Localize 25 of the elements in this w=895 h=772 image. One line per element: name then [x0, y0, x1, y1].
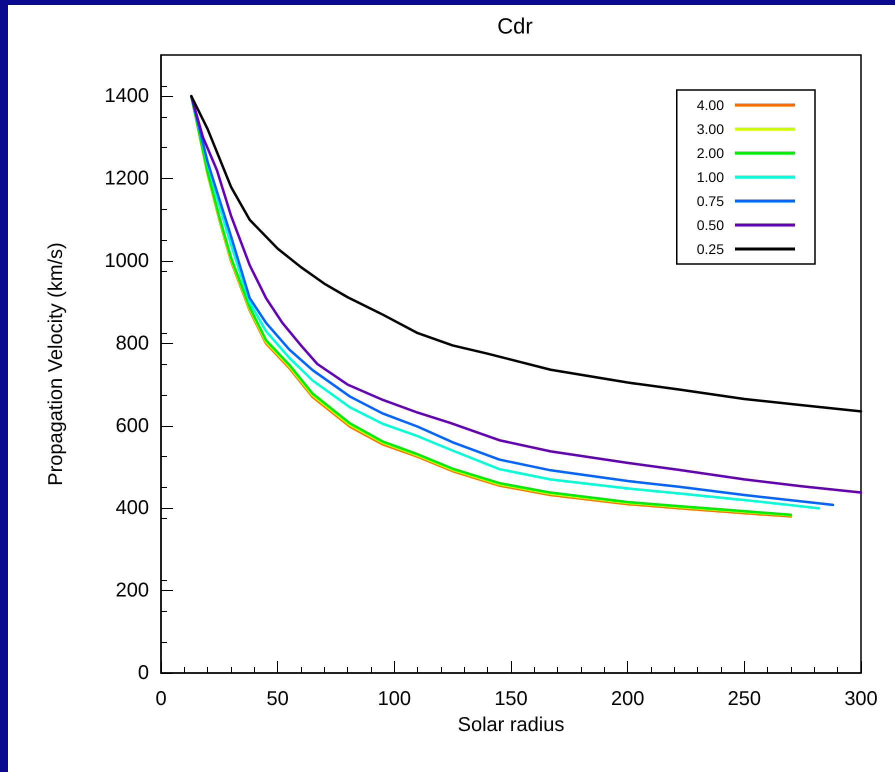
legend-label: 2.00 [696, 145, 724, 161]
y-tick-label: 800 [116, 332, 149, 354]
y-axis-title: Propagation Velocity (km/s) [45, 242, 67, 486]
legend-label: 4.00 [696, 97, 724, 113]
legend-label: 1.00 [696, 169, 724, 185]
x-tick-label: 300 [844, 688, 878, 710]
y-tick-label: 600 [116, 414, 149, 437]
legend-label: 0.50 [696, 217, 724, 233]
x-tick-label: 250 [728, 688, 762, 710]
y-tick-label: 1400 [104, 85, 149, 108]
y-tick-label: 400 [116, 497, 149, 520]
y-tick-label: 1000 [104, 250, 149, 272]
y-tick-label: 0 [138, 662, 149, 684]
x-tick-label: 150 [494, 688, 528, 710]
x-axis-title: Solar radius [458, 714, 564, 736]
x-tick-label: 200 [610, 688, 644, 710]
y-tick-label: 200 [116, 580, 149, 602]
legend-label: 0.25 [696, 241, 724, 257]
chart-title: Cdr [497, 14, 533, 38]
x-tick-label: 50 [266, 688, 289, 710]
legend-label: 0.75 [696, 193, 724, 209]
x-tick-label: 0 [155, 688, 167, 710]
legend-label: 3.00 [696, 121, 724, 137]
y-tick-label: 1200 [104, 168, 149, 190]
x-tick-label: 100 [378, 688, 412, 710]
